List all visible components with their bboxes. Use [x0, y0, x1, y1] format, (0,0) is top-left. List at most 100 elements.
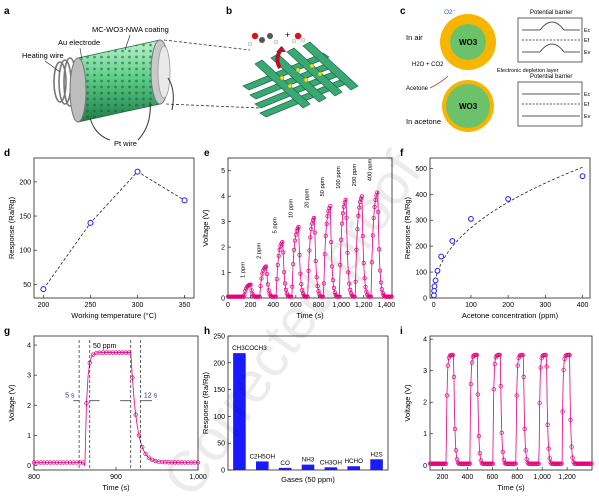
- data-point: [134, 168, 141, 175]
- bar-label: NH3: [302, 457, 315, 464]
- data-point: [325, 214, 330, 219]
- fit-curve: [433, 166, 583, 292]
- x-tick-label: 300: [540, 302, 552, 309]
- label-au-electrode: Au electrode: [58, 38, 100, 47]
- panel-letter-g: g: [4, 326, 10, 337]
- label-ec-2: Ec: [584, 92, 591, 98]
- pulse-label: 2 ppm: [256, 243, 262, 259]
- bar: [233, 353, 246, 470]
- pulse-label: 50 ppm: [320, 177, 326, 197]
- panel-letter-i: i: [400, 326, 403, 337]
- data-point: [275, 262, 280, 267]
- data-point: [377, 247, 382, 252]
- data-point: [370, 233, 375, 238]
- x-tick-label: 400: [577, 302, 589, 309]
- x-axis-label: Acetone concentration (ppm): [462, 311, 559, 320]
- y-tick-label: 1: [221, 270, 225, 277]
- data-point: [353, 279, 358, 284]
- y-axis-label: Response (Ra/Rg): [201, 371, 210, 434]
- data-point: [306, 268, 311, 273]
- data-point: [469, 360, 475, 365]
- data-point: [343, 197, 348, 202]
- bar-label: CH3OH: [320, 459, 342, 466]
- y-tick-label: 4: [27, 343, 31, 350]
- data-point: [290, 284, 295, 289]
- data-point: [278, 244, 283, 249]
- x-tick-label: 200: [245, 302, 257, 309]
- chart-g-response-recovery: 800 900 1,000 0 1 2 3 4 Time (s) Voltage (V) 5 s 12…: [7, 335, 207, 492]
- bar: [301, 464, 315, 470]
- data-point: [277, 247, 282, 252]
- data-point: [432, 277, 439, 284]
- data-point: [516, 355, 521, 360]
- data-point: [320, 294, 326, 299]
- y-tick-label: 150: [213, 387, 225, 394]
- data-point: [352, 294, 357, 299]
- x-tick-label: 1,400: [378, 302, 396, 309]
- x-axis-label: Time (s): [296, 311, 324, 320]
- label-ef-2: Ef: [584, 102, 590, 108]
- data-point: [322, 252, 327, 257]
- data-point: [341, 204, 346, 209]
- data-point: [329, 240, 334, 245]
- data-point: [589, 461, 594, 466]
- data-point: [258, 284, 263, 289]
- panel-letter-d: d: [4, 148, 10, 159]
- data-point: [514, 393, 519, 398]
- watermark-text: Corrected proof: [150, 140, 435, 496]
- label-wo3-air: WO3: [459, 38, 478, 47]
- data-point: [559, 461, 564, 466]
- y-tick-label: 50: [217, 441, 225, 448]
- data-point: [538, 365, 543, 370]
- data-point: [282, 281, 288, 286]
- bar: [347, 466, 360, 470]
- data-point: [378, 280, 383, 285]
- data-point: [522, 426, 527, 432]
- data-point: [349, 291, 354, 296]
- data-point: [81, 460, 86, 465]
- data-point: [446, 355, 452, 360]
- x-axis-label: Gases (50 ppm): [281, 475, 335, 484]
- label-o2: O2⁻: [444, 9, 457, 16]
- x-tick-label: 0: [432, 302, 436, 309]
- data-point: [284, 291, 289, 296]
- data-point: [292, 247, 297, 252]
- y-tick-label: 250: [213, 334, 225, 341]
- chart-f-concentration-response: 0 100 200 300 400 0 100 200 300 400 500 Acetone con…: [403, 157, 591, 320]
- label-potential-barrier-1: Potential barrier: [530, 10, 572, 16]
- data-point: [263, 265, 268, 270]
- data-point: [438, 253, 445, 260]
- data-point: [321, 281, 326, 286]
- bar: [278, 467, 292, 470]
- data-point: [355, 227, 360, 232]
- data-point: [338, 262, 343, 267]
- data-point: [289, 294, 294, 299]
- data-point: [475, 392, 481, 397]
- x-tick-label: 1,000: [189, 474, 207, 481]
- recovery-time-label: 12 s: [144, 393, 158, 400]
- data-point: [327, 206, 332, 211]
- data-point: [375, 190, 380, 195]
- label-coating: MC-WO3-NWA coating: [92, 25, 169, 34]
- y-tick-label: 150: [19, 214, 31, 221]
- x-tick-label: 800: [28, 474, 40, 481]
- pulse-label: 5 ppm: [273, 217, 279, 233]
- y-tick-label: 0: [221, 468, 225, 475]
- data-point: [358, 196, 364, 201]
- x-tick-label: 0: [226, 302, 230, 309]
- data-point: [40, 286, 47, 293]
- data-point: [502, 460, 507, 466]
- y-axis-label: Response (Ra/Rg): [7, 196, 16, 259]
- x-tick-label: 400: [267, 302, 279, 309]
- data-point: [452, 426, 458, 432]
- data-point: [536, 461, 541, 466]
- y-tick-label: 0: [423, 463, 427, 470]
- data-point: [371, 216, 376, 221]
- data-point: [543, 352, 548, 358]
- label-ev-2: Ev: [584, 114, 591, 120]
- nanowire-array-illustration: +: [242, 30, 359, 118]
- data-point: [546, 446, 551, 451]
- y-tick-label: 200: [19, 179, 31, 186]
- data-point: [368, 294, 374, 299]
